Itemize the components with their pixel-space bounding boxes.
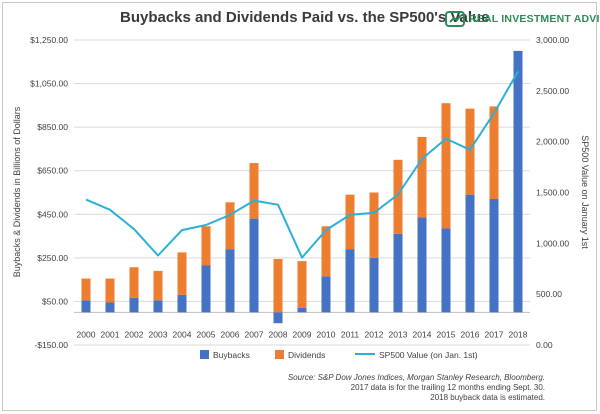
bar-buybacks	[105, 302, 115, 313]
right-tick-label: 3,000.00	[536, 35, 569, 45]
bar-buybacks	[201, 265, 211, 313]
bar-dividends	[345, 194, 355, 250]
bar-buybacks	[393, 233, 403, 313]
legend-swatch	[275, 350, 284, 359]
legend-label: Dividends	[288, 350, 325, 360]
x-tick-label: 2015	[437, 329, 456, 339]
x-tick-label: 2003	[149, 329, 168, 339]
bar-buybacks	[81, 300, 91, 313]
bar-dividends	[441, 103, 451, 229]
left-axis-ticks: -$150.00 $50.00 $250.00 $450.00 $650.00 $850.…	[30, 35, 68, 350]
bar-buybacks	[465, 194, 475, 313]
bar-buybacks	[369, 257, 379, 313]
bar-dividends	[297, 261, 307, 308]
right-tick-label: 2,000.00	[536, 137, 569, 147]
brand-name: REAL INVESTMENT ADVICE	[469, 13, 600, 25]
bar-dividends	[129, 267, 139, 298]
legend: Buybacks Dividends SP500 Value (on Jan. 1s…	[200, 350, 478, 360]
bar-dividends	[105, 278, 115, 303]
left-tick-label: $850.00	[37, 122, 68, 132]
x-tick-label: 2009	[293, 329, 312, 339]
bar-dividends	[321, 226, 331, 277]
x-axis-ticks: 2000 2001 2002 2003 2004 2005 2006 2007 2008 2009…	[77, 329, 528, 339]
x-tick-label: 2005	[197, 329, 216, 339]
bar-buybacks	[513, 50, 523, 313]
x-tick-label: 2013	[389, 329, 408, 339]
chart-title: Buybacks and Dividends Paid vs. the SP50…	[120, 9, 490, 26]
bar-dividends	[81, 278, 91, 301]
right-tick-label: 1,500.00	[536, 188, 569, 198]
bar-dividends	[201, 226, 211, 266]
bar-buybacks	[153, 300, 163, 313]
bar-dividends	[417, 136, 427, 218]
bar-buybacks	[273, 312, 283, 324]
x-tick-label: 2000	[77, 329, 96, 339]
source-line: 2017 data is for the trailing 12 months …	[350, 383, 545, 392]
bar-buybacks	[177, 294, 187, 313]
left-tick-label: -$150.00	[34, 340, 68, 350]
x-tick-label: 2001	[101, 329, 120, 339]
bar-dividends	[369, 192, 379, 258]
source-line: Source: S&P Dow Jones Indices, Morgan St…	[287, 373, 545, 382]
bar-buybacks	[417, 217, 427, 313]
bar-buybacks	[297, 307, 307, 313]
bar-dividends	[393, 159, 403, 234]
bar-buybacks	[129, 297, 139, 313]
x-tick-label: 2016	[461, 329, 480, 339]
left-tick-label: $1,050.00	[30, 79, 68, 89]
bar-dividends	[465, 108, 475, 195]
right-tick-label: 500.00	[536, 289, 562, 299]
bar-dividends	[177, 252, 187, 295]
legend-label: Buybacks	[213, 350, 250, 360]
bar-dividends	[273, 258, 283, 313]
left-axis-label: Buybacks & Dividends in Billions of Doll…	[12, 106, 22, 277]
bar-buybacks	[249, 218, 259, 313]
bar-dividends	[249, 163, 259, 219]
x-tick-label: 2004	[173, 329, 192, 339]
x-tick-label: 2017	[485, 329, 504, 339]
legend-label: SP500 Value (on Jan. 1st)	[379, 350, 478, 360]
x-tick-label: 2018	[509, 329, 528, 339]
right-tick-label: 2,500.00	[536, 86, 569, 96]
right-tick-label: 1,000.00	[536, 238, 569, 248]
brand: REAL INVESTMENT ADVICE	[445, 11, 600, 27]
bars	[81, 50, 523, 324]
bar-dividends	[225, 202, 235, 250]
sp500-line	[85, 71, 519, 259]
right-axis-label: SP500 Value on January 1st	[580, 135, 590, 249]
bar-buybacks	[225, 249, 235, 313]
x-tick-label: 2002	[125, 329, 144, 339]
bar-dividends	[153, 270, 163, 301]
ria-logo-icon	[445, 11, 465, 27]
source-note: Source: S&P Dow Jones Indices, Morgan St…	[288, 373, 545, 403]
x-tick-label: 2012	[365, 329, 384, 339]
left-tick-label: $250.00	[37, 253, 68, 263]
left-tick-label: $450.00	[37, 209, 68, 219]
x-tick-label: 2008	[269, 329, 288, 339]
right-axis-ticks: 0.00 500.00 1,000.00 1,500.00 2,000.00 2,500.…	[536, 35, 569, 350]
bar-buybacks	[321, 276, 331, 313]
right-tick-label: 0.00	[536, 340, 553, 350]
sp500-series-line	[85, 71, 519, 259]
left-tick-label: $50.00	[42, 296, 68, 306]
x-tick-label: 2010	[317, 329, 336, 339]
left-tick-label: $650.00	[37, 166, 68, 176]
x-tick-label: 2011	[341, 329, 360, 339]
x-tick-label: 2006	[221, 329, 240, 339]
x-tick-label: 2014	[413, 329, 432, 339]
bar-buybacks	[345, 249, 355, 313]
x-tick-label: 2007	[245, 329, 264, 339]
source-line: 2018 buyback data is estimated.	[430, 393, 545, 402]
bar-dividends	[489, 106, 499, 200]
bar-buybacks	[489, 199, 499, 313]
left-tick-label: $1,250.00	[30, 35, 68, 45]
legend-swatch	[200, 350, 209, 359]
bar-buybacks	[441, 228, 451, 313]
